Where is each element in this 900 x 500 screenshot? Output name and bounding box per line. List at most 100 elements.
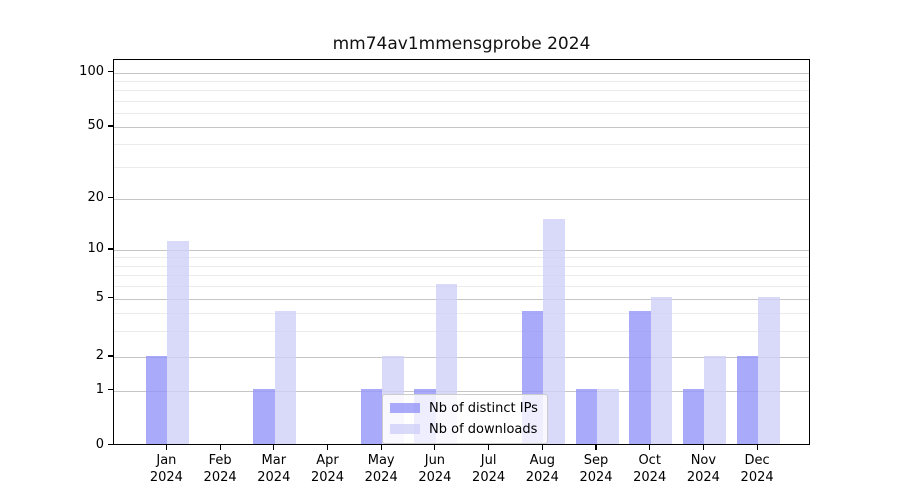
x-tick-label: Dec 2024 [729,453,785,486]
major-gridline [114,72,809,74]
x-tick-month: Apr [316,453,339,468]
x-tick-month: Jun [424,453,446,468]
x-tick-mark [326,445,329,450]
legend: Nb of distinct IPs Nb of downloads [382,393,548,444]
x-tick-mark [595,445,597,450]
x-tick-year: 2024 [257,469,291,485]
bar-downloads [274,311,297,444]
x-tick-label: Jun 2024 [407,453,463,486]
y-tick-label: 1 [95,381,104,397]
x-tick-mark [165,445,167,450]
bar-downloads [167,241,189,444]
minor-gridline [114,331,809,333]
x-tick-year: 2024 [633,469,667,485]
x-tick-year: 2024 [740,469,774,485]
x-tick-label: Apr 2024 [300,453,356,486]
x-tick-mark [434,445,436,450]
y-tick-label: 50 [87,118,104,133]
minor-gridline [114,90,809,92]
minor-gridline [114,257,809,259]
x-tick-month: Nov [690,453,717,468]
legend-item: Nb of downloads [390,419,539,440]
minor-gridline [114,166,809,168]
x-tick-mark [756,445,758,450]
minor-gridline [114,112,809,114]
x-tick-mark [488,445,490,450]
x-tick-month: Feb [208,453,232,468]
legend-swatch [390,423,420,435]
x-tick-month: Oct [638,453,661,468]
y-tick-mark [107,443,113,446]
x-tick-mark [702,445,704,450]
legend-swatch [390,402,420,414]
legend-item: Nb of distinct IPs [390,398,539,419]
x-tick-month: Jan [156,453,177,468]
y-tick-label: 20 [87,189,104,205]
y-tick-mark [107,71,113,73]
x-tick-label: May 2024 [353,453,409,486]
x-tick-mark [219,445,221,450]
y-tick-label: 5 [95,289,104,305]
y-tick-label: 2 [95,348,104,363]
x-tick-year: 2024 [149,469,183,485]
bar-distinct-ips [736,355,759,444]
y-tick-label: 100 [79,63,104,79]
x-tick-label: Oct 2024 [622,453,678,486]
bar-distinct-ips [360,389,383,444]
bar-distinct-ips [629,311,651,444]
major-gridline [114,357,809,358]
x-tick-label: Nov 2024 [675,453,731,486]
x-tick-month: Dec [744,453,770,468]
chart-title: mm74av1mmensgprobe 2024 [332,34,591,54]
y-tick-mark [107,248,113,250]
x-tick-mark [649,445,651,450]
major-gridline [114,390,809,392]
major-gridline [114,298,809,300]
x-tick-label: Aug 2024 [514,453,570,486]
minor-gridline [114,100,809,102]
legend-label: Nb of distinct IPs [429,400,538,416]
minor-gridline [114,80,809,82]
minor-gridline [114,285,809,287]
x-tick-year: 2024 [364,469,398,485]
x-tick-year: 2024 [310,469,345,485]
x-tick-month: Sep [583,453,609,468]
bar-downloads [597,389,619,444]
bar-downloads [758,297,780,444]
bar-distinct-ips [253,389,275,444]
bar-distinct-ips [575,389,597,444]
major-gridline [114,250,809,251]
x-tick-month: May [367,453,395,468]
x-tick-year: 2024 [418,469,452,485]
x-tick-year: 2024 [472,469,506,485]
y-tick-label: 0 [95,436,104,452]
y-tick-mark [107,388,113,391]
x-tick-mark [541,445,543,450]
y-tick-label: 10 [87,241,104,256]
x-tick-month: Jul [480,453,497,468]
x-tick-year: 2024 [203,469,237,485]
bar-downloads [650,297,673,444]
x-tick-year: 2024 [579,469,613,485]
y-tick-mark [107,125,113,127]
x-tick-label: Jan 2024 [138,453,194,486]
x-tick-label: Jul 2024 [461,453,517,486]
x-tick-label: Mar 2024 [246,453,302,486]
minor-gridline [114,144,809,146]
x-tick-year: 2024 [686,469,720,485]
y-tick-mark [107,297,113,299]
plot-area: Nb of distinct IPs Nb of downloads [113,59,810,445]
minor-gridline [114,275,809,277]
y-tick-mark [107,197,113,199]
major-gridline [114,127,809,128]
legend-label: Nb of downloads [429,421,538,437]
x-tick-month: Aug [529,453,555,468]
x-tick-year: 2024 [525,469,559,485]
x-tick-mark [273,445,275,450]
x-tick-label: Sep 2024 [568,453,624,486]
bar-downloads [543,218,565,444]
x-tick-label: Feb 2024 [192,453,248,486]
minor-gridline [114,265,809,267]
bar-distinct-ips [682,389,705,444]
